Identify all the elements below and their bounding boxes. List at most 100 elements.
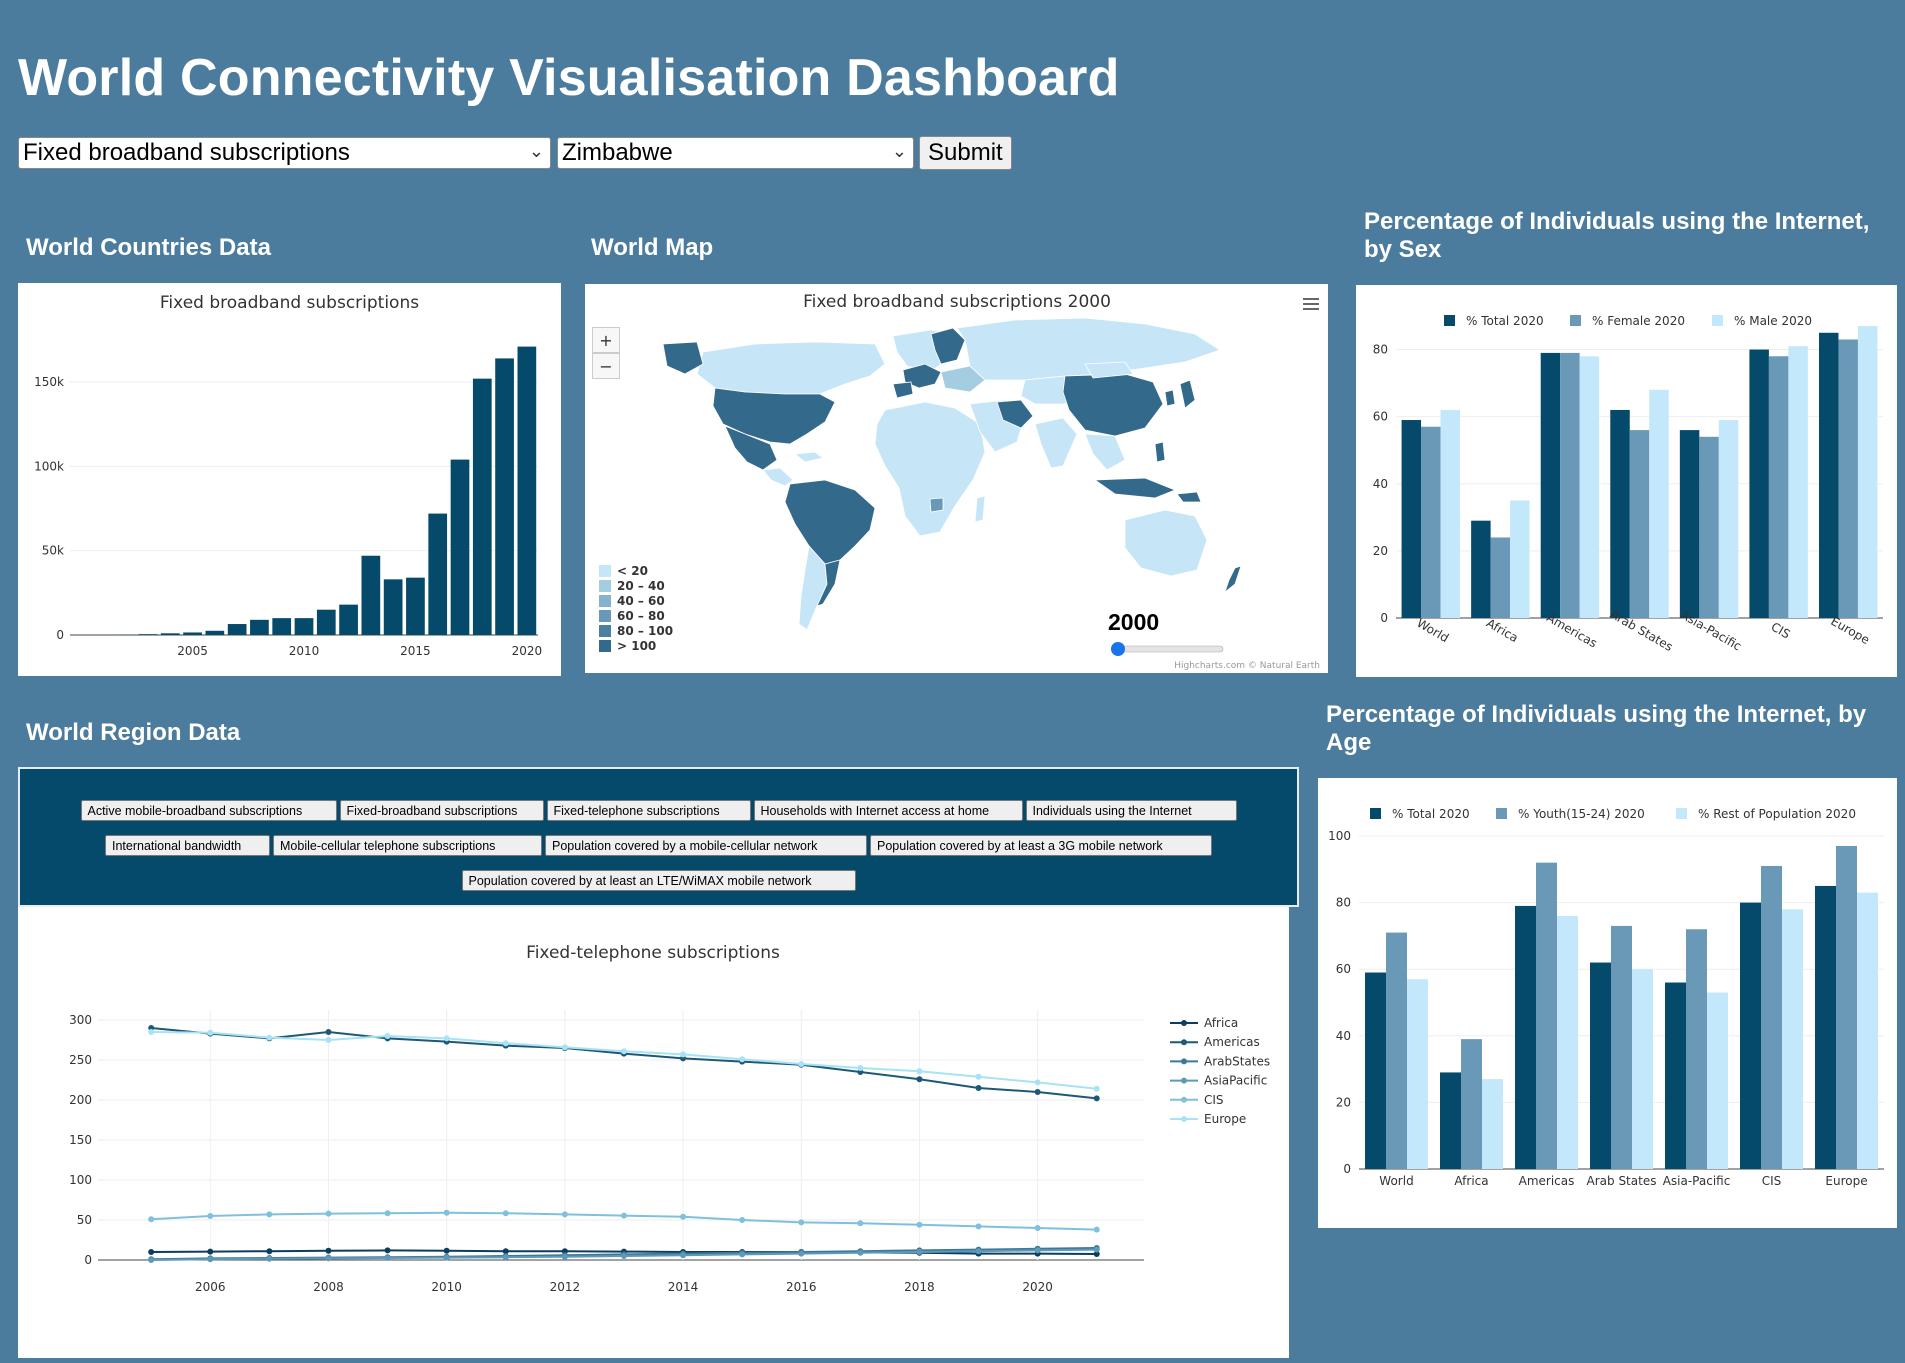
region-point[interactable]: [739, 1251, 745, 1257]
map-credit[interactable]: Highcharts.com © Natural Earth: [1174, 661, 1320, 671]
region-point[interactable]: [503, 1254, 509, 1260]
region-point[interactable]: [621, 1213, 627, 1219]
countries-bar[interactable]: [250, 620, 269, 635]
region-indicator-button[interactable]: Households with Internet access at home: [754, 800, 1023, 821]
region-point[interactable]: [1035, 1079, 1041, 1085]
sex-legend-swatch[interactable]: [1444, 315, 1455, 326]
sex-legend-label[interactable]: % Female 2020: [1592, 314, 1685, 328]
age-bar[interactable]: [1407, 979, 1428, 1169]
sex-bar[interactable]: [1471, 521, 1490, 618]
region-indicator-button[interactable]: Population covered by a mobile-cellular …: [545, 835, 867, 856]
region-point[interactable]: [1094, 1095, 1100, 1101]
region-legend-marker[interactable]: [1181, 1116, 1187, 1122]
sex-bar[interactable]: [1699, 437, 1718, 618]
region-point[interactable]: [1094, 1086, 1100, 1092]
region-point[interactable]: [325, 1248, 331, 1254]
region-point[interactable]: [1094, 1247, 1100, 1253]
countries-bar[interactable]: [451, 460, 470, 635]
region-point[interactable]: [266, 1256, 272, 1262]
countries-bar[interactable]: [205, 631, 224, 635]
sex-bar[interactable]: [1749, 350, 1768, 618]
region-point[interactable]: [562, 1254, 568, 1260]
region-point[interactable]: [1094, 1227, 1100, 1233]
sex-bar[interactable]: [1491, 537, 1510, 618]
region-point[interactable]: [207, 1213, 213, 1219]
countries-bar[interactable]: [384, 579, 403, 635]
countries-bar[interactable]: [161, 633, 180, 635]
age-bar[interactable]: [1836, 846, 1857, 1169]
sex-bar[interactable]: [1838, 339, 1857, 618]
region-legend-label[interactable]: Africa: [1204, 1016, 1238, 1030]
world-map-countries[interactable]: [663, 318, 1241, 630]
sex-bar[interactable]: [1819, 333, 1838, 618]
region-legend-label[interactable]: AsiaPacific: [1204, 1074, 1267, 1088]
region-point[interactable]: [798, 1061, 804, 1067]
age-bar[interactable]: [1440, 1072, 1461, 1169]
countries-bar[interactable]: [183, 632, 202, 635]
region-point[interactable]: [1035, 1089, 1041, 1095]
sex-legend-swatch[interactable]: [1712, 315, 1723, 326]
age-bar[interactable]: [1590, 963, 1611, 1169]
region-point[interactable]: [1035, 1247, 1041, 1253]
region-point[interactable]: [266, 1248, 272, 1254]
region-point[interactable]: [562, 1044, 568, 1050]
region-point[interactable]: [916, 1249, 922, 1255]
age-bar[interactable]: [1857, 893, 1878, 1169]
countries-bar[interactable]: [361, 556, 380, 635]
region-legend-label[interactable]: ArabStates: [1204, 1054, 1270, 1068]
region-point[interactable]: [444, 1210, 450, 1216]
countries-bar[interactable]: [428, 514, 447, 635]
region-point[interactable]: [916, 1222, 922, 1228]
region-point[interactable]: [207, 1030, 213, 1036]
region-point[interactable]: [503, 1040, 509, 1046]
region-point[interactable]: [621, 1048, 627, 1054]
sex-bar[interactable]: [1719, 420, 1738, 618]
region-point[interactable]: [444, 1255, 450, 1261]
age-bar[interactable]: [1782, 909, 1803, 1169]
age-bar[interactable]: [1515, 906, 1536, 1169]
region-legend-label[interactable]: Europe: [1204, 1112, 1246, 1126]
region-indicator-button[interactable]: Fixed-telephone subscriptions: [547, 800, 751, 821]
sex-bar[interactable]: [1630, 430, 1649, 618]
region-point[interactable]: [325, 1211, 331, 1217]
region-point[interactable]: [621, 1253, 627, 1259]
region-point[interactable]: [857, 1220, 863, 1226]
age-bar[interactable]: [1482, 1079, 1503, 1169]
age-bar[interactable]: [1665, 983, 1686, 1169]
sex-bar[interactable]: [1421, 427, 1440, 618]
countries-bar[interactable]: [139, 634, 158, 635]
region-legend-marker[interactable]: [1181, 1078, 1187, 1084]
age-bar[interactable]: [1707, 993, 1728, 1169]
sex-bar[interactable]: [1788, 346, 1807, 618]
age-bar[interactable]: [1815, 886, 1836, 1169]
age-bar[interactable]: [1686, 929, 1707, 1169]
sex-legend-swatch[interactable]: [1570, 315, 1581, 326]
age-legend-swatch[interactable]: [1370, 808, 1381, 819]
region-point[interactable]: [1035, 1225, 1041, 1231]
age-bar[interactable]: [1386, 933, 1407, 1169]
hamburger-menu-icon[interactable]: [1303, 298, 1319, 310]
sex-bar[interactable]: [1441, 410, 1460, 618]
countries-bar[interactable]: [317, 610, 336, 635]
region-point[interactable]: [916, 1076, 922, 1082]
region-point[interactable]: [148, 1249, 154, 1255]
country-select[interactable]: Zimbabwe ⌄: [557, 137, 914, 169]
submit-button[interactable]: Submit: [919, 136, 1012, 170]
countries-bar[interactable]: [295, 618, 314, 635]
region-legend-marker[interactable]: [1181, 1020, 1187, 1026]
region-point[interactable]: [562, 1211, 568, 1217]
region-legend-label[interactable]: CIS: [1204, 1093, 1224, 1107]
age-bar[interactable]: [1461, 1039, 1482, 1169]
age-legend-label[interactable]: % Total 2020: [1392, 807, 1470, 821]
region-point[interactable]: [503, 1210, 509, 1216]
region-legend-label[interactable]: Americas: [1204, 1035, 1260, 1049]
region-point[interactable]: [798, 1219, 804, 1225]
sex-bar[interactable]: [1680, 430, 1699, 618]
region-indicator-button[interactable]: Individuals using the Internet: [1026, 800, 1237, 821]
sex-legend-label[interactable]: % Male 2020: [1734, 314, 1812, 328]
region-point[interactable]: [857, 1250, 863, 1256]
region-legend-marker[interactable]: [1181, 1058, 1187, 1064]
region-point[interactable]: [385, 1247, 391, 1253]
region-point[interactable]: [976, 1074, 982, 1080]
sex-bar[interactable]: [1610, 410, 1629, 618]
